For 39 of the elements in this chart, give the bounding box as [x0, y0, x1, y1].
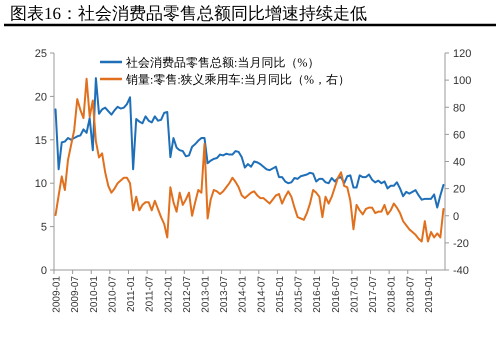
legend-label: 社会消费品零售总额:当月同比（%） [126, 56, 320, 70]
x-tick-label: 2015-07 [294, 276, 305, 313]
y-tick-label: 25 [34, 48, 47, 60]
x-tick-label: 2016-07 [330, 276, 342, 313]
x-tick-label: 2015-01 [274, 276, 286, 313]
x-tick-label: 2014-07 [256, 276, 268, 313]
x-tick-label: 2018-01 [386, 276, 398, 313]
y2-tick-label: 40 [453, 156, 466, 168]
x-tick-label: 2017-01 [349, 276, 360, 313]
x-tick-label: 2009-07 [70, 276, 82, 313]
x-tick-label: 2013-01 [200, 276, 212, 313]
y2-tick-label: 60 [453, 129, 466, 142]
y2-tick-label: 100 [453, 75, 472, 88]
x-tick-label: 2012-07 [182, 276, 193, 313]
x-tick-label: 2017-07 [368, 276, 380, 313]
y-tick-label: 0 [40, 265, 47, 277]
x-tick-label: 2016-01 [312, 276, 324, 313]
x-tick-label: 2014-01 [238, 276, 249, 313]
y-tick-label: 5 [40, 222, 47, 234]
y2-tick-label: 80 [453, 102, 466, 114]
x-tick-label: 2019-01 [424, 276, 435, 313]
x-tick-label: 2010-07 [107, 276, 118, 313]
chart-title: 图表16：社会消费品零售总额同比增速持续走低 [10, 4, 367, 23]
x-tick-label: 2011-01 [126, 276, 138, 312]
y2-tick-label: 0 [453, 210, 460, 223]
y-tick-label: 10 [34, 178, 47, 190]
y2-tick-label: 120 [453, 48, 472, 60]
y2-tick-label: -40 [453, 265, 469, 277]
x-tick-label: 2009-01 [52, 276, 63, 313]
x-tick-label: 2010-01 [88, 276, 100, 313]
y-tick-label: 15 [34, 134, 47, 147]
legend-label: 销量:零售:狭义乘用车:当月同比（%，右） [125, 72, 350, 86]
y2-tick-label: 20 [453, 184, 466, 196]
x-tick-label: 2012-01 [163, 276, 174, 313]
x-tick-label: 2011-07 [144, 276, 156, 312]
x-tick-label: 2018-07 [405, 276, 416, 313]
x-tick-label: 2013-07 [219, 276, 230, 313]
y-tick-label: 20 [34, 91, 47, 104]
y2-tick-label: -20 [453, 238, 469, 250]
